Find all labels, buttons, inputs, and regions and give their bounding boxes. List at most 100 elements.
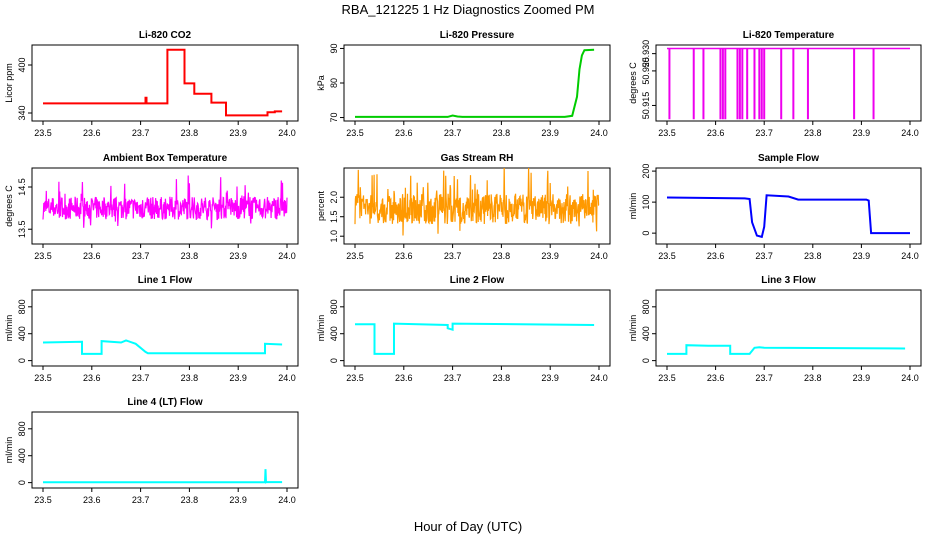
x-tick-label: 23.5 [346,251,364,261]
x-tick-label: 24.0 [590,128,608,138]
panel-3: Li-820 Temperature 23.5 23.6 23.7 23.8 23.9 24… [628,30,922,138]
y-tick-label: 70 [329,113,339,123]
y-tick-label: 80 [329,78,339,88]
x-tick-label: 23.8 [493,251,511,261]
panel-6: Sample Flow 23.5 23.6 23.7 23.8 23.9 24.0 0 100 2… [628,153,922,261]
y-axis-label: ml/min [4,437,14,464]
x-tick-label: 23.8 [181,495,199,505]
x-tick-label: 23.5 [346,128,364,138]
x-tick-label: 23.8 [181,373,199,383]
y-tick-label: 200 [641,164,651,179]
plot-frame [343,167,611,245]
y-axis-label: percent [316,190,326,221]
y-axis-label: ml/min [316,315,326,342]
panel-9: Line 3 Flow 23.5 23.6 23.7 23.8 23.9 24.0 0 400 8… [628,275,922,383]
x-tick-label: 24.0 [901,251,919,261]
x-tick-label: 23.8 [181,128,199,138]
x-tick-label: 23.6 [395,251,413,261]
x-tick-label: 23.5 [34,128,52,138]
x-tick-label: 23.9 [853,251,871,261]
series-group [667,47,910,120]
series-group [43,469,283,484]
plot-frame [343,289,611,367]
x-tick-label: 23.9 [541,373,559,383]
series-group [43,48,283,117]
y-axis-label: degrees C [4,185,14,227]
panel-title: Line 3 Flow [761,275,816,286]
x-tick-label: 24.0 [278,251,296,261]
x-tick-label: 23.6 [707,373,725,383]
y-tick-label: 800 [641,299,651,314]
y-axis-label: kPa [316,75,326,91]
y-tick-label: 400 [17,326,27,341]
x-tick-label: 23.5 [658,128,676,138]
x-tick-label: 23.9 [229,373,247,383]
y-axis-label: ml/min [4,315,14,342]
y-tick-label: 0 [17,358,27,363]
panel-8: Line 2 Flow 23.5 23.6 23.7 23.8 23.9 24.0 0 400 8… [316,275,611,383]
x-tick-label: 23.9 [853,128,871,138]
x-tick-label: 23.6 [83,128,101,138]
series-line [43,48,283,117]
x-tick-label: 23.7 [132,373,150,383]
x-tick-label: 24.0 [590,373,608,383]
x-tick-label: 23.5 [346,373,364,383]
series-line [42,175,288,229]
series-line [355,322,595,355]
series-line [667,344,906,355]
x-tick-label: 24.0 [901,128,919,138]
series-group [355,322,595,355]
panel-title: Gas Stream RH [441,153,514,164]
y-tick-label: 0 [641,358,651,363]
y-tick-label: 2.0 [329,191,339,204]
x-tick-label: 23.7 [755,128,773,138]
series-group [42,339,283,355]
x-tick-label: 23.6 [83,251,101,261]
x-tick-label: 24.0 [278,128,296,138]
series-group [667,344,906,355]
x-tick-label: 23.7 [132,495,150,505]
panel-title: Line 2 Flow [450,275,505,286]
panel-5: Gas Stream RH 23.5 23.6 23.7 23.8 23.9 24.0 1.0… [316,153,611,261]
panel-title: Line 4 (LT) Flow [127,397,203,408]
x-tick-label: 23.9 [229,495,247,505]
x-tick-label: 23.9 [541,128,559,138]
x-tick-label: 23.5 [34,373,52,383]
y-tick-label: 800 [329,299,339,314]
panel-7: Line 1 Flow 23.5 23.6 23.7 23.8 23.9 24.0 0 400 8… [4,275,299,383]
x-tick-label: 23.5 [658,251,676,261]
series-group [355,48,595,118]
series-group [42,175,288,229]
y-tick-label: 800 [17,299,27,314]
x-tick-label: 23.6 [83,373,101,383]
x-tick-label: 24.0 [590,251,608,261]
panel-title: Li-820 Temperature [743,30,835,41]
x-tick-label: 23.5 [658,373,676,383]
panel-1: Li-820 CO2 23.5 23.6 23.7 23.8 23.9 24.0 340 400… [4,30,299,138]
y-tick-label: 400 [329,326,339,341]
y-axis-label: Licor ppm [4,63,14,103]
panel-4: Ambient Box Temperature 23.5 23.6 23.7 23.8 2… [4,153,299,261]
x-tick-label: 23.6 [395,373,413,383]
x-tick-label: 23.7 [132,251,150,261]
x-tick-label: 23.7 [755,251,773,261]
x-tick-label: 23.7 [132,128,150,138]
x-tick-label: 23.8 [804,128,822,138]
x-tick-label: 23.6 [83,495,101,505]
x-tick-label: 24.0 [278,495,296,505]
series-group [354,168,600,236]
x-tick-label: 23.9 [229,128,247,138]
y-tick-label: 14.5 [17,178,27,196]
x-tick-label: 23.6 [395,128,413,138]
y-tick-label: 400 [17,448,27,463]
panel-title: Li-820 Pressure [440,30,515,41]
series-line [354,168,600,236]
plot-frame [655,167,922,245]
y-tick-label: 50.925 [641,57,651,85]
x-tick-label: 23.8 [804,373,822,383]
y-tick-label: 0 [17,480,27,485]
x-tick-label: 23.6 [707,128,725,138]
y-tick-label: 90 [329,43,339,53]
y-tick-label: 1.5 [329,210,339,223]
